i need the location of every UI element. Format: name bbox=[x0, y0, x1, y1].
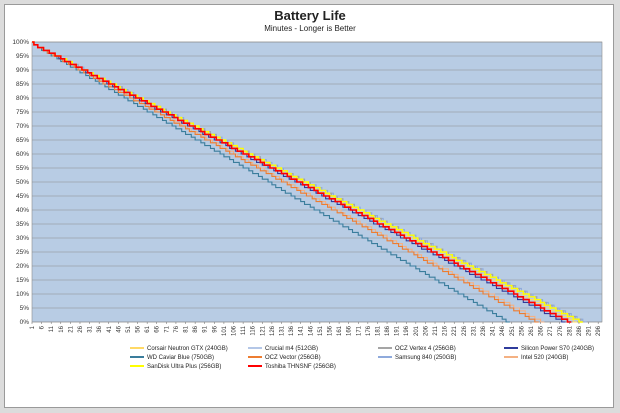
x-tick-label: 191 bbox=[395, 325, 401, 336]
y-tick-label: 5% bbox=[20, 305, 30, 312]
legend-label: OCZ Vertex 4 (256GB) bbox=[395, 346, 456, 352]
x-tick-label: 246 bbox=[500, 325, 506, 336]
x-tick-label: 71 bbox=[164, 325, 170, 332]
x-tick-label: 221 bbox=[452, 325, 458, 336]
legend-label: Intel 520 (240GB) bbox=[521, 355, 568, 361]
x-tick-label: 166 bbox=[347, 325, 353, 336]
x-tick-label: 56 bbox=[136, 325, 142, 332]
x-tick-label: 151 bbox=[318, 325, 324, 336]
x-tick-label: 261 bbox=[529, 325, 535, 336]
x-tick-label: 16 bbox=[59, 325, 65, 332]
x-tick-label: 201 bbox=[414, 325, 420, 336]
y-tick-label: 50% bbox=[16, 179, 29, 186]
x-tick-label: 116 bbox=[251, 325, 257, 335]
x-tick-label: 31 bbox=[88, 325, 94, 332]
x-tick-label: 121 bbox=[260, 325, 266, 336]
y-tick-label: 35% bbox=[16, 221, 29, 228]
x-tick-label: 276 bbox=[558, 325, 564, 336]
x-tick-label: 136 bbox=[289, 325, 295, 336]
x-tick-label: 231 bbox=[471, 325, 477, 336]
x-tick-label: 186 bbox=[385, 325, 391, 336]
x-tick-label: 241 bbox=[491, 325, 497, 336]
x-tick-label: 51 bbox=[126, 325, 132, 332]
x-tick-label: 271 bbox=[548, 325, 554, 336]
x-tick-label: 141 bbox=[299, 325, 305, 336]
x-tick-label: 86 bbox=[193, 325, 199, 332]
x-tick-label: 216 bbox=[443, 325, 449, 336]
legend-label: OCZ Vector (256GB) bbox=[265, 355, 321, 361]
x-tick-label: 256 bbox=[519, 325, 525, 336]
y-tick-label: 80% bbox=[16, 95, 29, 102]
series-line bbox=[32, 41, 572, 323]
y-tick-label: 20% bbox=[16, 263, 29, 270]
x-tick-label: 81 bbox=[184, 325, 190, 332]
x-tick-label: 96 bbox=[212, 325, 218, 332]
y-tick-label: 0% bbox=[20, 319, 30, 326]
y-tick-label: 65% bbox=[16, 137, 29, 144]
x-tick-label: 156 bbox=[327, 325, 333, 336]
x-tick-label: 211 bbox=[433, 325, 439, 335]
y-tick-label: 40% bbox=[16, 207, 29, 214]
x-tick-label: 291 bbox=[587, 325, 593, 336]
x-tick-label: 176 bbox=[366, 325, 372, 336]
x-tick-label: 66 bbox=[155, 325, 161, 332]
chart-title: Battery Life bbox=[274, 8, 346, 23]
x-tick-label: 126 bbox=[270, 325, 276, 336]
legend-label: Crucial m4 (512GB) bbox=[265, 346, 318, 352]
x-tick-label: 41 bbox=[107, 325, 113, 332]
x-tick-label: 61 bbox=[145, 325, 151, 332]
x-tick-label: 206 bbox=[423, 325, 429, 336]
x-tick-label: 36 bbox=[97, 325, 103, 332]
y-tick-label: 70% bbox=[16, 123, 29, 130]
x-tick-label: 101 bbox=[222, 325, 228, 336]
x-tick-label: 1 bbox=[30, 325, 36, 329]
x-tick-label: 146 bbox=[308, 325, 314, 336]
x-tick-label: 106 bbox=[232, 325, 238, 336]
y-tick-label: 85% bbox=[16, 81, 29, 88]
y-tick-label: 90% bbox=[16, 67, 29, 74]
legend-label: SanDisk Ultra Plus (256GB) bbox=[147, 364, 221, 370]
y-tick-label: 95% bbox=[16, 53, 29, 60]
x-tick-label: 196 bbox=[404, 325, 410, 336]
x-tick-label: 161 bbox=[337, 325, 343, 336]
series-line bbox=[32, 41, 510, 323]
x-tick-label: 296 bbox=[596, 325, 602, 336]
y-tick-label: 25% bbox=[16, 249, 29, 256]
x-tick-label: 21 bbox=[68, 325, 74, 332]
x-tick-label: 11 bbox=[49, 325, 55, 332]
x-tick-label: 46 bbox=[116, 325, 122, 332]
x-tick-label: 26 bbox=[78, 325, 84, 332]
legend-label: Corsair Neutron GTX (240GB) bbox=[147, 346, 228, 352]
x-tick-label: 6 bbox=[40, 325, 46, 329]
x-tick-label: 131 bbox=[279, 325, 285, 336]
x-tick-label: 281 bbox=[567, 325, 573, 336]
x-tick-label: 226 bbox=[462, 325, 468, 336]
legend-label: Silicon Power S70 (240GB) bbox=[521, 346, 594, 352]
y-tick-label: 10% bbox=[16, 291, 29, 298]
y-tick-label: 15% bbox=[16, 277, 29, 284]
series-line bbox=[32, 41, 539, 323]
legend-label: Toshiba THNSNF (256GB) bbox=[265, 364, 336, 370]
x-tick-label: 111 bbox=[241, 325, 247, 335]
y-tick-label: 55% bbox=[16, 165, 29, 172]
x-tick-label: 76 bbox=[174, 325, 180, 332]
x-tick-label: 236 bbox=[481, 325, 487, 336]
x-tick-label: 181 bbox=[375, 325, 381, 336]
y-tick-label: 45% bbox=[16, 193, 29, 200]
legend-label: Samsung 840 (250GB) bbox=[395, 355, 456, 361]
y-tick-label: 60% bbox=[16, 151, 29, 158]
x-tick-label: 286 bbox=[577, 325, 583, 336]
x-tick-label: 251 bbox=[510, 325, 516, 336]
y-tick-label: 75% bbox=[16, 109, 29, 116]
y-tick-label: 100% bbox=[12, 39, 29, 46]
x-tick-label: 266 bbox=[539, 325, 545, 336]
legend-label: WD Caviar Blue (750GB) bbox=[147, 355, 214, 361]
y-tick-label: 30% bbox=[16, 235, 29, 242]
x-tick-label: 171 bbox=[356, 325, 362, 336]
chart-subtitle: Minutes - Longer is Better bbox=[264, 24, 356, 33]
x-tick-label: 91 bbox=[203, 325, 209, 332]
